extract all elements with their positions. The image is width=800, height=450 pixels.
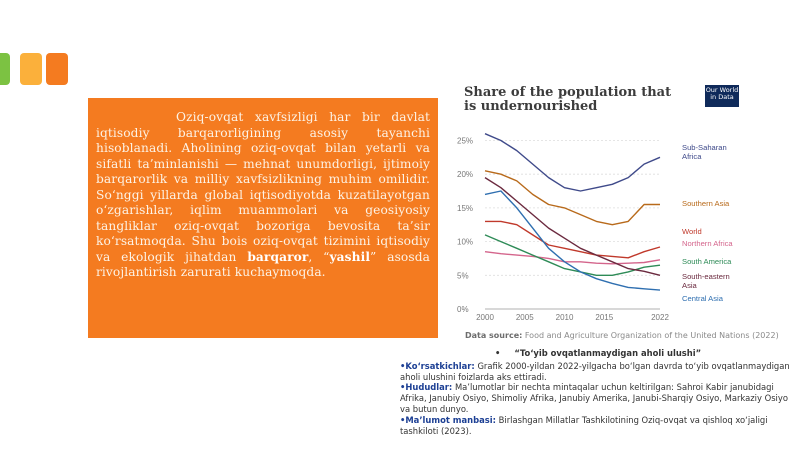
notes-item-text: Birlashgan Millatlar Tashkilotining Oziq…	[400, 414, 768, 436]
series-line	[485, 220, 661, 259]
notes-item: •Ma’lumot manbasi: Birlashgan Millatlar …	[400, 415, 795, 437]
owid-logo-line1: Our World	[705, 86, 739, 94]
y-tick-label: 0%	[457, 305, 469, 314]
series-label: South America	[682, 257, 732, 266]
notes-item-text: Ma’lumotlar bir nechta mintaqalar uchun …	[400, 382, 788, 414]
series-line	[484, 170, 660, 226]
y-tick-label: 15%	[457, 204, 473, 213]
y-tick-label: 20%	[457, 170, 473, 179]
notes-item-text: Grafik 2000-yildan 2022-yilgacha bo‘lgan…	[400, 360, 790, 382]
y-tick-label: 10%	[457, 238, 473, 247]
paragraph-bold-1: barqaror	[247, 249, 309, 264]
paragraph-text-after: ” asosda rivojlantirish zarurati kuchaym…	[96, 249, 430, 280]
notes-title: “To‘yib ovqatlanmaydigan aholi ulushi”	[400, 348, 795, 359]
x-tick-label: 2005	[516, 313, 534, 322]
body-paragraph: Oziq-ovqat xavfsizligi har bir davlat iq…	[96, 110, 430, 281]
series-label: Sub-Saharan	[682, 143, 727, 152]
notes-item-key: •Ko‘rsatkichlar:	[400, 360, 475, 371]
series-line	[484, 251, 661, 265]
series-line	[484, 133, 661, 192]
data-source-text: Food and Agriculture Organization of the…	[524, 331, 779, 340]
notes-item: •Hududlar: Ma’lumotlar bir nechta mintaq…	[400, 382, 795, 414]
data-source: Data source: Food and Agriculture Organi…	[465, 331, 779, 340]
chart-notes: “To‘yib ovqatlanmaydigan aholi ulushi” •…	[400, 348, 795, 436]
text-box: Oziq-ovqat xavfsizligi har bir davlat iq…	[88, 98, 438, 338]
yellow-accent-square	[20, 53, 42, 85]
y-tick-label: 25%	[457, 136, 473, 145]
orange-accent-square	[46, 53, 68, 85]
series-label: Asia	[682, 281, 698, 290]
series-line	[484, 177, 661, 276]
paragraph-text-mid: , “	[308, 249, 330, 264]
x-tick-label: 2015	[595, 313, 613, 322]
green-accent-square	[0, 53, 10, 85]
x-tick-label: 2022	[651, 313, 669, 322]
paragraph-text-before: Oziq-ovqat xavfsizligi har bir davlat iq…	[96, 110, 430, 264]
undernourishment-line-chart: 0% 5% 10% 15% 20% 25% 2000 2005 2010 2015 2022 Sub…	[457, 133, 733, 322]
series-label: Northern Africa	[682, 239, 733, 248]
series-label: Southern Asia	[682, 199, 730, 208]
series-label: World	[682, 227, 702, 236]
data-source-label: Data source:	[465, 331, 523, 340]
paragraph-bold-2: yashil	[329, 249, 371, 264]
series-lines	[484, 133, 661, 291]
x-tick-label: 2010	[556, 313, 574, 322]
owid-logo: Our World in Data	[705, 85, 739, 107]
series-label: Africa	[682, 152, 702, 161]
notes-item-key: •Ma’lumot manbasi:	[400, 414, 496, 425]
notes-item: •Ko‘rsatkichlar: Grafik 2000-yildan 2022…	[400, 361, 795, 383]
series-label: South-eastern	[682, 272, 730, 281]
grid-lines: 0% 5% 10% 15% 20% 25% 2000 2005 2010 2015 2022	[457, 136, 669, 322]
x-tick-label: 2000	[476, 313, 494, 322]
series-line	[484, 234, 661, 277]
owid-logo-line2: in Data	[710, 93, 734, 101]
y-tick-label: 5%	[457, 271, 469, 280]
chart-title: Share of the population that is undernou…	[464, 85, 672, 114]
series-label: Central Asia	[682, 294, 724, 303]
series-line	[484, 190, 661, 291]
notes-item-key: •Hududlar:	[400, 382, 453, 393]
